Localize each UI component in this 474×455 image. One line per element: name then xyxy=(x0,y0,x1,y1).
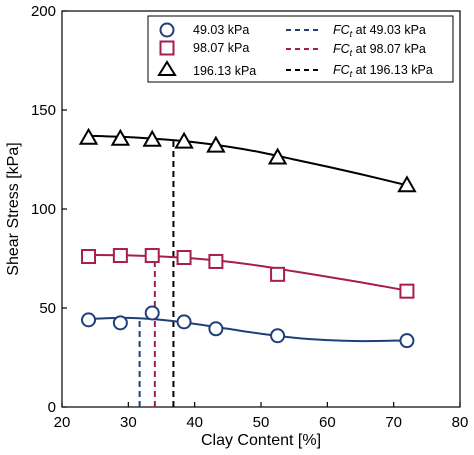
fit-curves xyxy=(88,134,408,343)
point-2-5 xyxy=(267,147,288,165)
legend-label-98: 98.07 kPa xyxy=(193,41,249,55)
legend-fc-label-196: FCt at 196.13 kPa xyxy=(333,63,433,79)
point-0-0 xyxy=(81,312,97,328)
y-tick-label-100: 100 xyxy=(31,201,56,218)
point-1-4 xyxy=(208,253,224,269)
point-2-2 xyxy=(142,129,162,147)
x-tick-label-50: 50 xyxy=(253,414,270,431)
legend-marker-98 xyxy=(159,40,175,56)
legend-fc-label-98: FCt at 98.07 kPa xyxy=(333,42,426,58)
y-tick-label-50: 50 xyxy=(39,300,56,317)
legend-marker-196 xyxy=(157,60,177,76)
point-0-5 xyxy=(270,328,286,344)
legend: 49.03 kPa 98.07 kPa 196.13 kPa FCt at 49… xyxy=(147,15,454,83)
point-2-6 xyxy=(397,175,417,193)
y-tick-label-150: 150 xyxy=(31,102,56,119)
point-1-2 xyxy=(144,248,160,264)
x-tick-label-30: 30 xyxy=(120,414,137,431)
y-axis: 0 50 100 150 200 xyxy=(31,3,67,416)
x-tick-label-70: 70 xyxy=(385,414,402,431)
x-axis-title: Clay Content [%] xyxy=(201,432,321,449)
x-tick-label-80: 80 xyxy=(452,414,469,431)
legend-fc-label-49: FCt at 49.03 kPa xyxy=(333,23,426,39)
point-0-4 xyxy=(208,321,224,337)
point-2-1 xyxy=(110,128,131,146)
x-tick-label-60: 60 xyxy=(319,414,336,431)
point-2-0 xyxy=(78,127,99,145)
point-0-1 xyxy=(112,315,128,331)
y-tick-label-0: 0 xyxy=(48,399,56,416)
fit-curve-1 xyxy=(88,253,408,292)
point-1-6 xyxy=(399,283,415,299)
x-tick-label-40: 40 xyxy=(186,414,203,431)
fit-curve-0 xyxy=(88,316,407,343)
point-0-6 xyxy=(399,333,415,349)
point-0-3 xyxy=(176,314,192,330)
fit-curve-2 xyxy=(88,134,408,187)
point-1-0 xyxy=(81,249,97,265)
point-1-1 xyxy=(112,248,128,264)
point-0-2 xyxy=(144,305,160,321)
legend-label-49: 49.03 kPa xyxy=(193,23,249,37)
legend-label-196: 196.13 kPa xyxy=(193,64,256,78)
y-tick-label-200: 200 xyxy=(31,3,56,20)
legend-box xyxy=(147,15,454,83)
legend-marker-49 xyxy=(159,22,175,38)
x-axis: 20 30 40 50 60 70 80 xyxy=(54,402,469,431)
fc-threshold-lines xyxy=(138,140,175,407)
x-tick-label-20: 20 xyxy=(54,414,71,431)
y-axis-title: Shear Stress [kPa] xyxy=(5,142,22,275)
point-1-5 xyxy=(270,266,286,282)
data-markers xyxy=(78,127,417,349)
point-2-4 xyxy=(206,135,226,153)
point-1-3 xyxy=(176,250,192,266)
point-2-3 xyxy=(174,131,194,149)
